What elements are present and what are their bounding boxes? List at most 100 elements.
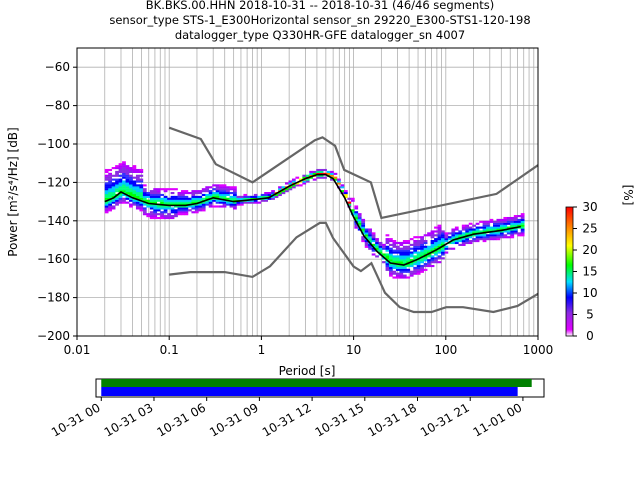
title-line-2: sensor_type STS-1_E300Horizontal sensor_… [109,13,530,27]
heatmap-cell [184,211,189,214]
heatmap-cell [437,232,442,235]
heatmap-cell [444,232,449,235]
heatmap-cell [389,274,393,277]
heatmap-cell [441,247,445,250]
heatmap-cell [382,261,386,264]
heatmap-cell [316,176,320,179]
heatmap-cell [239,197,244,200]
heatmap-cell [472,240,476,243]
heatmap-cell [233,190,237,193]
heatmap-cell [170,203,175,206]
heatmap-cell [357,218,362,221]
heatmap-cell [250,201,255,204]
heatmap-cell [177,211,182,214]
heatmap-cell [205,201,210,204]
heatmap-cell [427,247,431,250]
heatmap-cell [194,197,199,200]
heatmap-cell [447,236,452,239]
heatmap-cell [441,232,445,235]
heatmap-cell [212,199,216,202]
heatmap-cell [479,236,483,239]
heatmap-cell [385,255,390,258]
heatmap-cell [149,205,154,208]
heatmap-cell [125,172,130,175]
heatmap-cell [472,228,476,231]
heatmap-cell [392,251,397,254]
heatmap-cell [465,241,470,245]
heatmap-cell [267,197,272,200]
heatmap-cell [233,186,237,189]
heatmap-cell [503,236,508,239]
heatmap-cell [191,199,196,202]
heatmap-cell [447,232,452,235]
heatmap-cell [489,238,494,241]
y-tick-label: −100 [37,137,70,151]
heatmap-cell [385,245,390,248]
heatmap-cell [482,226,487,229]
heatmap-cell [167,188,171,191]
heatmap-cell [153,216,158,220]
heatmap-cell [475,222,480,225]
heatmap-cell [129,184,133,187]
heatmap-cell [156,205,161,208]
heatmap-cell [479,234,483,237]
heatmap-cell [447,238,452,241]
x-tick-label: 0.01 [64,343,91,357]
heatmap-cell [239,203,244,206]
heatmap-cell [291,180,296,183]
colorbar [565,206,574,337]
heatmap-cell [153,197,158,200]
heatmap-cell [108,174,112,177]
heatmap-cell [520,230,525,233]
heatmap-cell [108,176,112,179]
heatmap-cell [163,201,168,204]
heatmap-cell [160,197,164,200]
heatmap-cell [226,188,230,191]
heatmap-cell [395,247,400,250]
heatmap-cell [513,222,518,225]
heatmap-cell [104,205,109,208]
heatmap-cell [142,209,147,212]
heatmap-cell [264,195,268,198]
heatmap-cell [389,272,393,275]
heatmap-cell [111,167,116,170]
heatmap-cell [129,170,133,173]
heatmap-cell [402,255,407,258]
heatmap-cell [354,211,359,214]
heatmap-cell [389,259,393,262]
heatmap-cell [364,241,369,245]
heatmap-cell [385,261,390,264]
heatmap-cell [219,205,223,208]
heatmap-cell [371,247,376,250]
heatmap-cell [371,240,376,243]
heatmap-cell [298,184,303,187]
heatmap-cell [316,170,320,173]
heatmap-cell [399,243,404,246]
heatmap-cell [118,190,123,193]
x-tick-label: 1 [258,343,266,357]
heatmap-cell [330,170,334,173]
heatmap-cell [135,180,140,183]
heatmap-cell [309,170,314,173]
heatmap-cell [454,232,459,235]
heatmap-cell [434,245,438,248]
heatmap-cell [416,272,421,275]
heatmap-cell [118,168,123,172]
heatmap-cell [271,197,275,200]
heatmap-cell [181,207,185,210]
heatmap-cell [174,209,178,212]
heatmap-cell [413,243,418,246]
heatmap-cell [233,188,237,191]
heatmap-cell [146,195,151,198]
heatmap-cell [486,226,490,229]
heatmap-cell [437,245,442,248]
heatmap-cell [461,243,466,246]
heatmap-cell [468,228,473,231]
heatmap-cell [115,167,119,170]
heatmap-cell [427,264,431,268]
heatmap-cell [475,234,480,237]
heatmap-cell [132,186,137,189]
heatmap-cell [174,203,178,206]
heatmap-cell [493,234,497,237]
heatmap-cell [129,186,133,189]
